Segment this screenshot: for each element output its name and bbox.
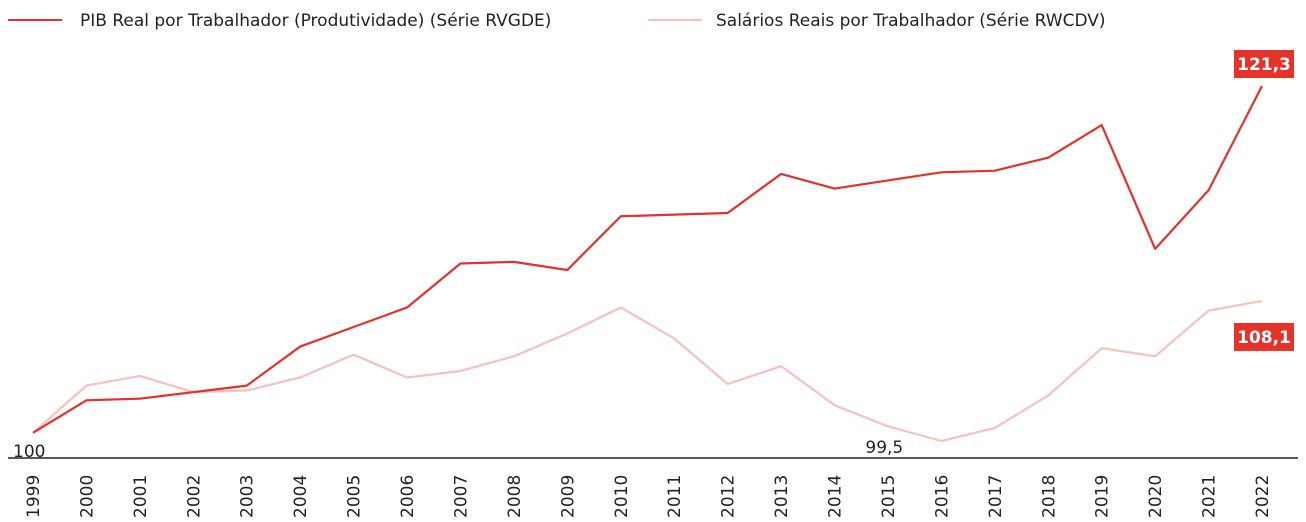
value-label-box <box>1234 322 1294 351</box>
x-tick-label: 2016 <box>932 475 952 518</box>
legend-label: PIB Real por Trabalhador (Produtividade)… <box>80 11 551 31</box>
x-tick-label: 2022 <box>1253 475 1273 518</box>
x-tick-label: 2015 <box>879 475 899 518</box>
value-label-box <box>1234 50 1294 78</box>
value-label: 100 <box>13 442 45 462</box>
x-tick-label: 2011 <box>665 475 685 518</box>
legend-label: Salários Reais por Trabalhador (Série RW… <box>716 11 1106 31</box>
x-tick-label: 2000 <box>77 475 97 518</box>
x-tick-label: 2018 <box>1039 475 1059 518</box>
x-tick-label: 1999 <box>24 475 44 518</box>
x-tick-label: 2008 <box>505 475 525 518</box>
value-label: 121,3 <box>1237 55 1291 75</box>
x-tick-label: 2007 <box>451 475 471 518</box>
x-tick-label: 2003 <box>238 475 258 518</box>
x-tick-label: 2020 <box>1146 475 1166 518</box>
value-label: 99,5 <box>865 438 903 458</box>
x-tick-label: 2004 <box>291 475 311 518</box>
x-tick-label: 2021 <box>1200 475 1220 518</box>
x-tick-label: 2017 <box>986 475 1006 518</box>
x-tick-label: 2012 <box>719 475 739 518</box>
x-tick-label: 2009 <box>558 475 578 518</box>
x-tick-label: 2019 <box>1093 475 1113 518</box>
x-tick-label: 2005 <box>345 475 365 518</box>
x-tick-label: 2002 <box>184 475 204 518</box>
x-tick-label: 2010 <box>612 475 632 518</box>
value-label: 108,1 <box>1237 328 1291 348</box>
series-line <box>32 85 1263 434</box>
series-line <box>32 299 1263 443</box>
x-tick-label: 2006 <box>398 475 418 518</box>
x-tick-label: 2014 <box>826 475 846 518</box>
x-tick-label: 2001 <box>131 475 151 518</box>
x-tick-label: 2013 <box>772 475 792 518</box>
